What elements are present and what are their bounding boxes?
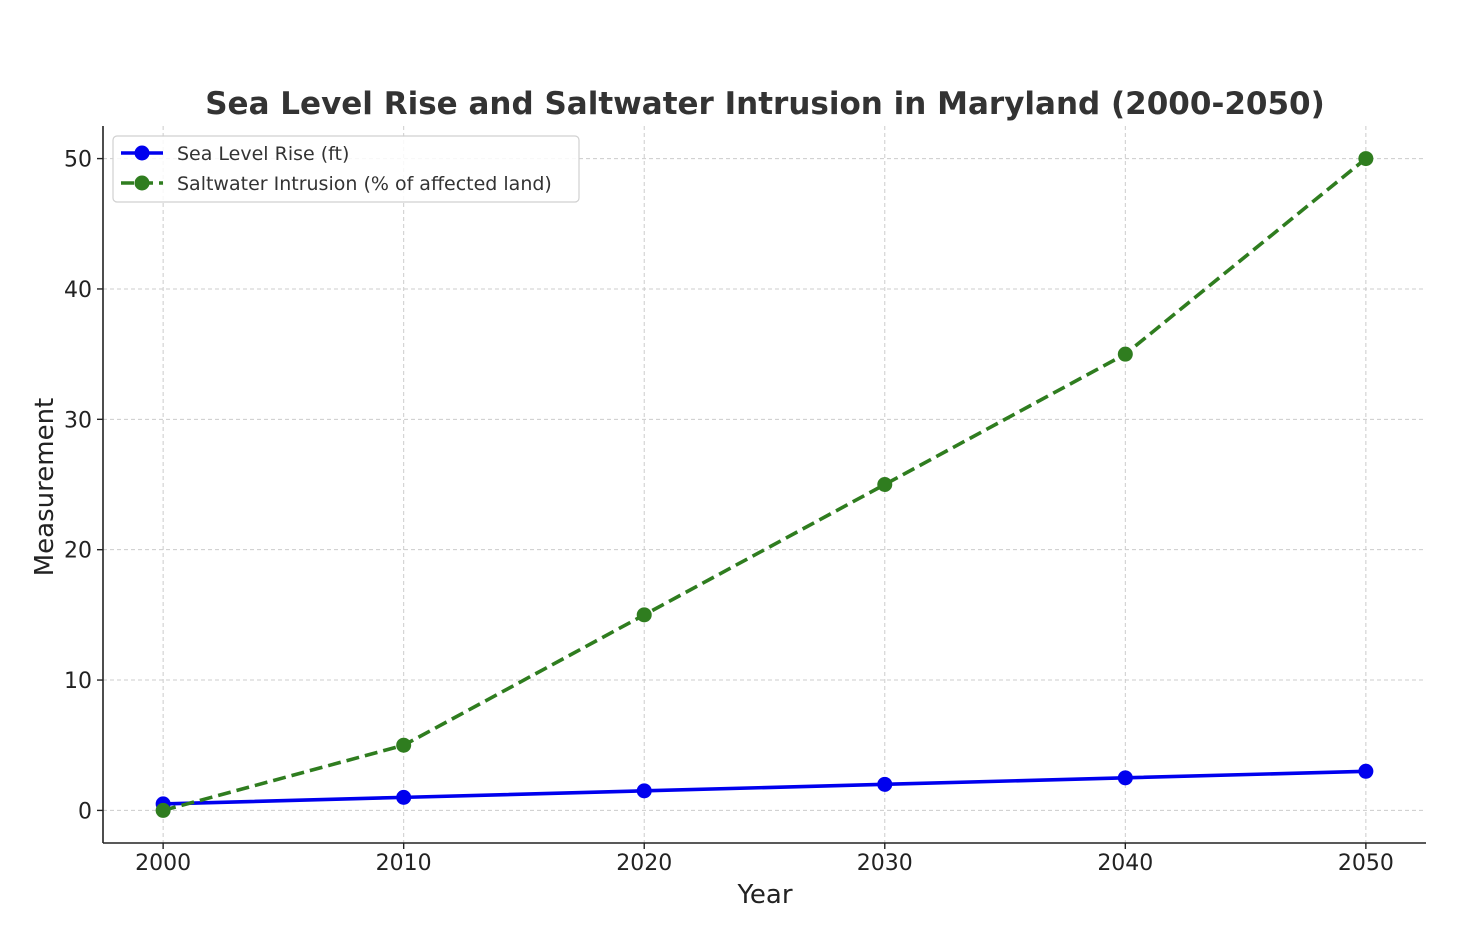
legend-item-0: Sea Level Rise (ft)	[121, 143, 349, 165]
y-axis-label: Measurement	[30, 398, 60, 577]
grid	[103, 126, 1426, 843]
data-point-1-2040	[1117, 346, 1133, 362]
legend-label-1: Saltwater Intrusion (% of affected land)	[177, 173, 552, 195]
series-line-0	[163, 769, 1366, 806]
legend-swatch-marker-1	[134, 175, 150, 191]
series-line-1	[162, 157, 1367, 813]
x-tick-label-2020: 2020	[616, 851, 672, 876]
x-tick-label-2030: 2030	[857, 851, 913, 876]
legend-label-0: Sea Level Rise (ft)	[177, 143, 349, 165]
data-point-0-2050	[1358, 763, 1374, 779]
data-point-1-2050	[1358, 151, 1374, 167]
legend-box	[112, 135, 580, 203]
legend: Sea Level Rise (ft) Saltwater Intrusion (…	[112, 135, 580, 203]
x-tick-label-2050: 2050	[1338, 851, 1394, 876]
x-axis-label: Year	[736, 880, 792, 910]
x-tick-label-2010: 2010	[376, 851, 432, 876]
series-layer	[155, 151, 1374, 818]
data-point-0-2020	[636, 783, 652, 799]
x-tick-label-2040: 2040	[1097, 851, 1153, 876]
y-tick-label-40: 40	[64, 278, 92, 303]
series-0	[155, 763, 1374, 812]
data-point-1-2000	[155, 802, 171, 818]
series-1	[155, 151, 1374, 818]
legend-swatch-marker-0	[134, 145, 150, 161]
data-point-0-2040	[1117, 770, 1133, 786]
x-tick-label-2000: 2000	[135, 851, 191, 876]
chart-title: Sea Level Rise and Saltwater Intrusion i…	[205, 86, 1325, 122]
data-point-0-2010	[396, 789, 412, 805]
y-tick-label-50: 50	[64, 148, 92, 173]
y-tick-label-0: 0	[78, 799, 92, 824]
data-point-1-2020	[636, 607, 652, 623]
y-tick-label-30: 30	[64, 408, 92, 433]
data-point-1-2030	[877, 477, 893, 492]
data-point-0-2030	[877, 776, 893, 792]
y-tick-label-10: 10	[64, 669, 92, 694]
legend-item-1: Saltwater Intrusion (% of affected land)	[121, 173, 552, 195]
y-tick-label-20: 20	[64, 539, 92, 564]
data-point-1-2010	[396, 737, 412, 753]
